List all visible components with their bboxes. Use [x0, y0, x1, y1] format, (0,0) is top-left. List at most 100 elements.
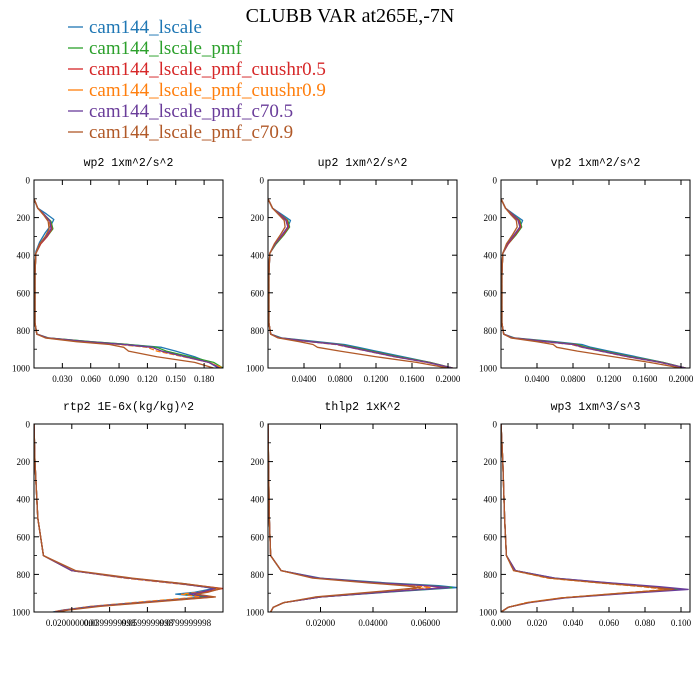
legend-label: cam144_lscale_pmf_cuushr0.9: [89, 80, 326, 101]
subplot-3: vp2 1xm^2/s^2 0 200 400 600 800 1000 0.0400 0.08…: [479, 157, 694, 384]
x-tick-label: 0.060: [599, 618, 620, 628]
y-tick-label: 800: [17, 326, 31, 336]
legend-item: cam144_lscale_pmf_cuushr0.5: [68, 59, 326, 80]
subplot-title: thlp2 1xK^2: [325, 401, 401, 414]
x-tick-label: 0.0200000000: [46, 618, 98, 628]
legend: cam144_lscalecam144_lscale_pmfcam144_lsc…: [68, 17, 326, 143]
subplot-title: wp2 1xm^2/s^2: [84, 157, 174, 170]
series-group: [501, 424, 689, 612]
y-tick-label: 800: [251, 570, 265, 580]
series-line: [501, 424, 673, 612]
legend-label: cam144_lscale_pmf_c70.9: [89, 122, 293, 143]
y-tick-label: 400: [251, 495, 265, 505]
y-tick-label: 200: [484, 457, 498, 467]
y-tick-label: 200: [251, 213, 265, 223]
y-tick-label: 400: [17, 251, 31, 261]
y-tick-label: 0: [493, 176, 498, 186]
series-line: [501, 198, 682, 368]
x-tick-label: 0.04000: [358, 618, 388, 628]
x-tick-label: 0.1200: [597, 374, 622, 384]
y-tick-label: 600: [251, 532, 265, 542]
y-tick-label: 1000: [479, 608, 498, 618]
y-tick-label: 1000: [246, 608, 265, 618]
subplot-title: vp2 1xm^2/s^2: [551, 157, 641, 170]
series-line: [34, 198, 214, 368]
subplot-2: up2 1xm^2/s^2 0 200 400 600 800 1000 0.0400 0.08…: [246, 157, 461, 384]
y-tick-label: 800: [17, 570, 31, 580]
series-line: [268, 424, 421, 612]
x-tick-label: 0.040: [563, 618, 584, 628]
y-tick-label: 200: [17, 213, 31, 223]
subplot-5: thlp2 1xK^2 0 200 400 600 800 1000 0.02000 0.040…: [246, 401, 458, 628]
x-tick-label: 0.0599999998: [122, 618, 174, 628]
x-tick-label: 0.060: [81, 374, 102, 384]
y-tick-label: 600: [484, 532, 498, 542]
y-tick-label: 0: [26, 420, 31, 430]
legend-label: cam144_lscale: [89, 17, 202, 38]
series-group: [34, 424, 223, 612]
y-tick-label: 400: [251, 251, 265, 261]
subplot-title: up2 1xm^2/s^2: [318, 157, 408, 170]
x-tick-label: 0.06000: [411, 618, 441, 628]
series-line: [268, 198, 449, 368]
legend-label: cam144_lscale_pmf_cuushr0.5: [89, 59, 326, 80]
y-tick-label: 400: [484, 495, 498, 505]
y-tick-label: 0: [260, 420, 265, 430]
x-tick-label: 0.020: [527, 618, 548, 628]
series-line: [34, 424, 222, 612]
y-tick-label: 200: [17, 457, 31, 467]
y-tick-label: 600: [17, 288, 31, 298]
y-tick-label: 600: [17, 532, 31, 542]
legend-label: cam144_lscale_pmf_c70.5: [89, 101, 293, 122]
y-tick-label: 200: [484, 213, 498, 223]
y-tick-label: 800: [484, 570, 498, 580]
subplot-1: wp2 1xm^2/s^2 0 200 400 600 800 1000 0.030 0.060…: [12, 157, 224, 384]
y-tick-label: 1000: [12, 608, 31, 618]
y-tick-label: 200: [251, 457, 265, 467]
y-tick-label: 0: [260, 176, 265, 186]
legend-item: cam144_lscale: [68, 17, 202, 38]
subplot-4: rtp2 1E-6x(kg/kg)^2 0 200 400 600 800 1000 0.02…: [12, 401, 224, 628]
x-tick-label: 0.180: [194, 374, 215, 384]
x-tick-label: 0.150: [166, 374, 187, 384]
y-tick-label: 1000: [12, 364, 31, 374]
x-tick-label: 0.1600: [633, 374, 658, 384]
x-tick-label: 0.080: [635, 618, 656, 628]
y-tick-label: 400: [484, 251, 498, 261]
x-tick-label: 0.02000: [306, 618, 336, 628]
x-tick-label: 0.0400: [525, 374, 550, 384]
legend-item: cam144_lscale_pmf_c70.9: [68, 122, 293, 143]
x-tick-label: 0.2000: [669, 374, 694, 384]
series-group: [268, 198, 453, 368]
panels: wp2 1xm^2/s^2 0 200 400 600 800 1000 0.030 0.060…: [12, 157, 694, 628]
y-tick-label: 1000: [479, 364, 498, 374]
y-tick-label: 600: [484, 288, 498, 298]
legend-item: cam144_lscale_pmf_cuushr0.9: [68, 80, 326, 101]
series-group: [268, 424, 457, 612]
x-tick-label: 0.000: [491, 618, 512, 628]
x-tick-label: 0.1200: [364, 374, 389, 384]
x-tick-label: 0.030: [52, 374, 73, 384]
figure-title: CLUBB VAR at265E,-7N: [246, 5, 455, 27]
y-tick-label: 0: [26, 176, 31, 186]
subplot-title: wp3 1xm^3/s^3: [551, 401, 641, 414]
y-tick-label: 0: [493, 420, 498, 430]
x-tick-label: 0.0800: [561, 374, 586, 384]
y-tick-label: 1000: [246, 364, 265, 374]
x-tick-label: 0.0800: [328, 374, 353, 384]
subplot-title: rtp2 1E-6x(kg/kg)^2: [63, 401, 194, 414]
y-tick-label: 400: [17, 495, 31, 505]
y-tick-label: 800: [251, 326, 265, 336]
series-group: [34, 198, 223, 368]
x-tick-label: 0.120: [137, 374, 158, 384]
x-tick-label: 0.0399999998: [84, 618, 136, 628]
y-tick-label: 600: [251, 288, 265, 298]
x-tick-label: 0.0799999998: [159, 618, 211, 628]
x-tick-label: 0.2000: [436, 374, 461, 384]
series-group: [501, 198, 686, 368]
legend-item: cam144_lscale_pmf: [68, 38, 243, 59]
legend-label: cam144_lscale_pmf: [89, 38, 243, 59]
